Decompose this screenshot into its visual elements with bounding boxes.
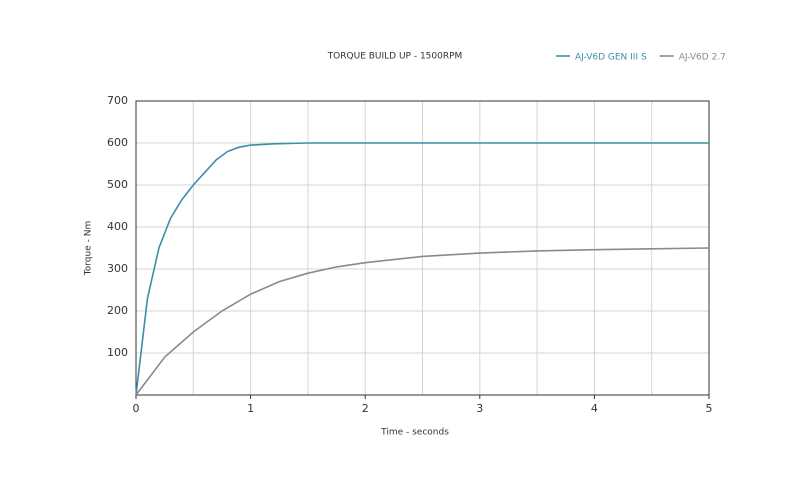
x-tick-label: 2 — [362, 402, 369, 415]
legend-label: AJ-V6D GEN III S — [575, 53, 647, 63]
y-tick-label: 300 — [107, 262, 128, 275]
line — [135, 247, 710, 396]
legend-label: AJ-V6D 2.7 — [679, 53, 726, 63]
y-axis-label: Torque - Nm — [84, 221, 94, 276]
y-tick-label: 600 — [107, 136, 128, 149]
y-tick-label: 500 — [107, 178, 128, 191]
y-tick-label: 100 — [107, 346, 128, 359]
y-tick-label: 400 — [107, 220, 128, 233]
x-tick-label: 5 — [706, 402, 713, 415]
y-tick-label: 700 — [107, 94, 128, 107]
line — [135, 142, 709, 396]
x-tick-label: 1 — [247, 402, 254, 415]
x-tick-label: 4 — [591, 402, 598, 415]
x-tick-label: 0 — [133, 402, 140, 415]
y-tick-label: 200 — [107, 304, 128, 317]
x-axis-label: Time - seconds — [380, 428, 449, 438]
x-tick-label: 3 — [476, 402, 483, 415]
chart-title: TORQUE BUILD UP - 1500RPM — [327, 52, 463, 62]
